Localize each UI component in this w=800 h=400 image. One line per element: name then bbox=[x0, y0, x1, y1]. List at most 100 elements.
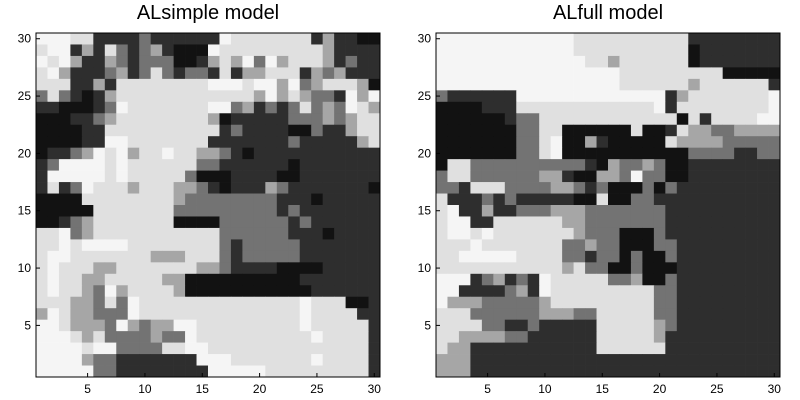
heatmap-cell bbox=[757, 147, 769, 160]
heatmap-cell bbox=[334, 113, 346, 126]
heatmap-cell bbox=[665, 354, 678, 366]
heatmap-cell bbox=[711, 44, 724, 57]
heatmap-cell bbox=[504, 90, 517, 103]
heatmap-cell bbox=[745, 262, 758, 275]
heatmap-cell bbox=[81, 216, 94, 229]
heatmap-cell bbox=[481, 124, 494, 137]
heatmap-cell bbox=[504, 33, 517, 45]
heatmap-cell bbox=[334, 101, 346, 114]
heatmap-cell bbox=[139, 239, 152, 252]
x-tick-label: 15 bbox=[596, 382, 610, 396]
heatmap-cell bbox=[265, 331, 278, 343]
heatmap-cell bbox=[357, 216, 369, 229]
heatmap-cell bbox=[481, 308, 494, 321]
heatmap-cell bbox=[116, 147, 129, 160]
heatmap-cell bbox=[139, 78, 152, 91]
heatmap-cell bbox=[127, 159, 140, 171]
heatmap-cell bbox=[253, 113, 266, 126]
heatmap-cell bbox=[299, 44, 312, 57]
heatmap-cell bbox=[208, 136, 220, 149]
heatmap-cell bbox=[139, 182, 152, 194]
heatmap-cell bbox=[573, 182, 586, 194]
heatmap-cell bbox=[493, 147, 506, 160]
heatmap-cell bbox=[573, 78, 586, 91]
heatmap-cell bbox=[357, 193, 369, 206]
heatmap-cell bbox=[36, 342, 48, 355]
heatmap-cell bbox=[585, 296, 597, 309]
heatmap-cell bbox=[539, 308, 552, 321]
heatmap-cell bbox=[139, 331, 152, 343]
heatmap-cell bbox=[322, 342, 335, 355]
heatmap-cell bbox=[357, 78, 369, 91]
heatmap-cell bbox=[596, 354, 609, 366]
heatmap-cell bbox=[734, 44, 746, 57]
heatmap-cell bbox=[208, 78, 220, 91]
heatmap-cell bbox=[299, 262, 312, 275]
heatmap-cell bbox=[299, 182, 312, 194]
heatmap-cell bbox=[527, 182, 540, 194]
heatmap-cell bbox=[447, 285, 460, 298]
heatmap-cell bbox=[81, 182, 94, 194]
heatmap-cell bbox=[550, 67, 563, 80]
heatmap-cell bbox=[504, 78, 517, 91]
heatmap-cell bbox=[150, 101, 163, 114]
heatmap-cell bbox=[699, 216, 712, 229]
heatmap-cell bbox=[253, 285, 266, 298]
heatmap-cell bbox=[47, 193, 60, 206]
heatmap-cell bbox=[36, 285, 48, 298]
heatmap-cell bbox=[334, 124, 346, 137]
x-tick-label: 15 bbox=[196, 382, 210, 396]
heatmap-cell bbox=[630, 262, 643, 275]
heatmap-cell bbox=[230, 354, 243, 366]
heatmap-cell bbox=[334, 273, 346, 286]
heatmap-cell bbox=[711, 296, 724, 309]
heatmap-cell bbox=[504, 250, 517, 263]
heatmap-cell bbox=[322, 308, 335, 321]
heatmap-cell bbox=[81, 136, 94, 149]
heatmap-cell bbox=[539, 67, 552, 80]
heatmap-cell bbox=[630, 354, 643, 366]
heatmap-cell bbox=[527, 216, 540, 229]
heatmap-cell bbox=[573, 216, 586, 229]
heatmap-cell bbox=[596, 250, 609, 263]
heatmap-cell bbox=[734, 33, 746, 45]
heatmap-cell bbox=[722, 182, 735, 194]
heatmap-cell bbox=[493, 227, 506, 240]
heatmap-cell bbox=[734, 113, 746, 126]
heatmap-cell bbox=[504, 227, 517, 240]
heatmap-cell bbox=[734, 262, 746, 275]
heatmap-cell bbox=[265, 239, 278, 252]
heatmap-cell bbox=[619, 262, 632, 275]
heatmap-cell bbox=[436, 296, 448, 309]
heatmap-cell bbox=[47, 33, 60, 45]
heatmap-cell bbox=[196, 182, 209, 194]
heatmap-cell bbox=[676, 101, 689, 114]
heatmap-cell bbox=[722, 296, 735, 309]
heatmap-cell bbox=[139, 159, 152, 171]
heatmap-cell bbox=[436, 170, 448, 183]
heatmap-cell bbox=[757, 239, 769, 252]
heatmap-cell bbox=[722, 365, 735, 378]
heatmap-cell bbox=[345, 124, 358, 137]
heatmap-cell bbox=[173, 78, 186, 91]
y-tick-label: 25 bbox=[18, 89, 32, 103]
heatmap-cell bbox=[368, 147, 381, 160]
heatmap-cell bbox=[58, 308, 71, 321]
heatmap-cell bbox=[288, 216, 301, 229]
heatmap-cell bbox=[368, 216, 381, 229]
heatmap-cell bbox=[585, 90, 597, 103]
heatmap-cell bbox=[104, 319, 117, 332]
heatmap-cell bbox=[688, 285, 701, 298]
heatmap-cell bbox=[516, 182, 529, 194]
heatmap-cell bbox=[196, 354, 209, 366]
heatmap-cell bbox=[219, 78, 232, 91]
heatmap-cell bbox=[711, 182, 724, 194]
heatmap-cell bbox=[516, 273, 529, 286]
heatmap-cell bbox=[734, 90, 746, 103]
heatmap-cell bbox=[208, 354, 220, 366]
heatmap-cell bbox=[734, 193, 746, 206]
heatmap-cell bbox=[768, 216, 781, 229]
heatmap-cell bbox=[357, 319, 369, 332]
heatmap-cell bbox=[322, 136, 335, 149]
